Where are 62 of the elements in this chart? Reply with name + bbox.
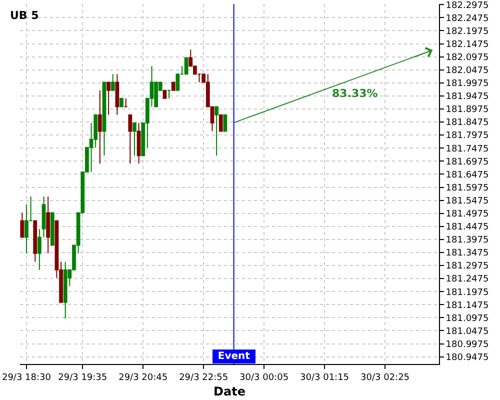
candlestick (167, 90, 171, 99)
y-tick-label: 182.2975 (446, 0, 489, 11)
candlestick (132, 122, 136, 156)
y-tick-label: 181.1975 (446, 288, 489, 298)
candlestick (223, 114, 228, 132)
x-tick-label: 29/3 22:55 (179, 372, 228, 383)
candlestick (171, 82, 176, 91)
candlestick (33, 220, 38, 262)
x-tick-label: 29/3 18:30 (2, 372, 52, 383)
y-tick-label: 181.2975 (446, 262, 489, 272)
candlestick (102, 82, 106, 156)
x-tick-label: 30/3 02:25 (360, 372, 410, 383)
y-tick-label: 182.0475 (446, 66, 489, 76)
candlestick (46, 196, 50, 254)
candlestick (218, 114, 223, 132)
candlestick (63, 261, 68, 320)
y-tick-label: 180.9475 (446, 352, 489, 363)
y-tick-label: 181.3975 (446, 236, 489, 246)
candlestick (115, 74, 120, 116)
candlestick (42, 196, 46, 238)
candlestick (50, 212, 54, 246)
x-tick-label: 30/3 00:05 (240, 372, 289, 383)
candlestick (120, 98, 124, 108)
y-tick-label: 181.5975 (446, 183, 489, 194)
y-tick-label: 182.0975 (446, 52, 489, 63)
y-tick-label: 181.8975 (446, 105, 489, 116)
y-tick-label: 181.8475 (446, 118, 489, 128)
candlestick (136, 122, 141, 164)
y-tick-label: 181.0975 (446, 314, 489, 324)
y-tick-label: 181.3475 (446, 248, 489, 259)
y-tick-label: 181.5475 (446, 196, 489, 206)
y-tick-label: 181.6475 (446, 170, 489, 180)
x-tick-label: 29/3 20:45 (118, 372, 168, 383)
candlestick (20, 212, 24, 238)
candlestick (110, 74, 115, 91)
y-tick-label: 181.4475 (446, 222, 489, 233)
candlestick (124, 98, 128, 108)
y-tick-label: 180.9975 (446, 340, 489, 350)
y-tick-label: 181.0475 (446, 326, 489, 337)
y-tick-label: 181.9475 (446, 92, 489, 102)
candlestick (98, 90, 102, 164)
text: UB 5 (10, 8, 39, 22)
y-tick-label: 181.6975 (446, 157, 489, 168)
annotation: Event (218, 351, 250, 362)
candlestick (184, 57, 188, 75)
y-tick-label: 182.1975 (446, 26, 489, 37)
y-tick-label: 181.1475 (446, 300, 489, 311)
x-tick-label: 29/3 19:35 (58, 372, 108, 383)
y-tick-label: 181.7975 (446, 131, 489, 142)
y-tick-label: 182.2475 (446, 14, 489, 24)
candlestick (38, 228, 42, 270)
y-tick-label: 182.1475 (446, 40, 489, 50)
candlestick (106, 82, 110, 116)
candlestick (128, 114, 132, 164)
y-tick-label: 181.2475 (446, 274, 489, 285)
series-label: 83.33% (332, 87, 378, 100)
y-tick-label: 181.9975 (446, 79, 489, 90)
candlestick (214, 106, 218, 156)
y-tick-label: 181.4975 (446, 210, 489, 220)
x-axis-title: Date (214, 384, 246, 399)
y-tick-label: 181.7475 (446, 144, 489, 154)
x-tick-label: 30/3 01:15 (300, 372, 350, 383)
